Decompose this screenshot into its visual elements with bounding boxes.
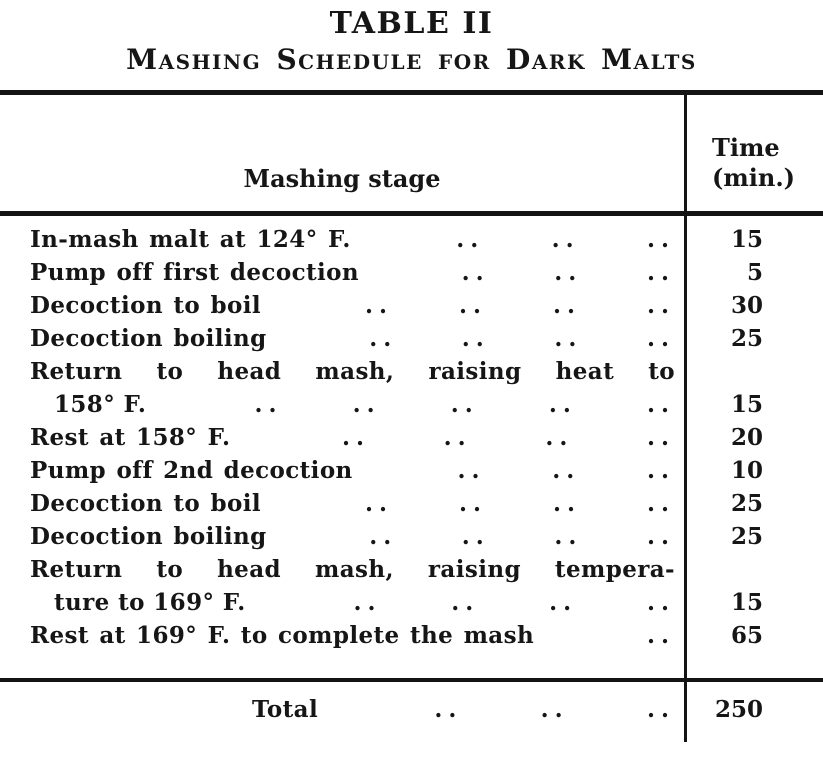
time-value: 15 — [730, 226, 763, 253]
time-value: 65 — [730, 622, 763, 649]
stage-label: Rest at 158° F. — [30, 424, 231, 451]
dot-leaders: ...... — [457, 457, 675, 484]
total-rule — [0, 678, 823, 682]
time-value: 5 — [746, 259, 763, 286]
table-row: Return to head mash, raising tempera- tu… — [0, 553, 823, 619]
stage-label: Decoction boiling — [30, 523, 267, 550]
stage-label: Decoction to boil — [30, 490, 262, 517]
dot-leaders: ........ — [365, 490, 675, 517]
time-value: 25 — [730, 523, 763, 550]
column-header-stage: Mashing stage — [243, 164, 441, 193]
table-row: Decoction boiling ........ 25 — [0, 520, 823, 553]
stage-label-line1: Return to head mash, raising tempera- — [30, 556, 675, 583]
table-row: Rest at 158° F. ........ 20 — [0, 421, 823, 454]
header-rule — [0, 211, 823, 216]
stage-label-line2: 158° F. — [54, 391, 147, 418]
time-value: 30 — [730, 292, 763, 319]
total-label: Total — [252, 696, 319, 723]
total-row: Total ...... 250 — [0, 693, 823, 726]
table-row: Rest at 169° F. to complete the mash .. … — [0, 619, 823, 652]
stage-label: In-mash malt at 124° F. — [30, 226, 351, 253]
stage-label: Pump off first decoction — [30, 259, 359, 286]
dot-leaders: ........ — [369, 523, 675, 550]
table-header-row: Mashing stage Time (min.) — [0, 95, 823, 211]
stage-label: Decoction to boil — [30, 292, 262, 319]
table-row: Return to head mash, raising heat to 158… — [0, 355, 823, 421]
time-value: 15 — [730, 391, 763, 418]
stage-label: Pump off 2nd decoction — [30, 457, 353, 484]
dot-leaders: ...... — [434, 696, 675, 723]
time-value: 25 — [730, 490, 763, 517]
time-header-line1: Time — [712, 133, 780, 162]
dot-leaders: ........ — [365, 292, 675, 319]
stage-label-line2: ture to 169° F. — [54, 589, 246, 616]
table-row: Decoction to boil ........ 25 — [0, 487, 823, 520]
dot-leaders: ...... — [461, 259, 675, 286]
stage-label: Decoction boiling — [30, 325, 267, 352]
mashing-schedule-table: Mashing stage Time (min.) In-mash malt a… — [0, 90, 823, 742]
dot-leaders: ........ — [353, 589, 675, 616]
column-header-time: Time (min.) — [684, 133, 823, 193]
time-header-line2: (min.) — [712, 163, 796, 192]
total-time-value: 250 — [714, 696, 763, 723]
time-value: 20 — [730, 424, 763, 451]
table-body: In-mash malt at 124° F. ...... 15 Pump o… — [0, 216, 823, 652]
top-rule — [0, 90, 823, 95]
time-value: 10 — [730, 457, 763, 484]
dot-leaders: .. — [646, 622, 675, 649]
column-divider — [684, 90, 687, 742]
table-row: Decoction boiling ........ 25 — [0, 322, 823, 355]
stage-label: Rest at 169° F. to complete the mash — [30, 622, 535, 649]
time-value: 15 — [730, 589, 763, 616]
dot-leaders: .......... — [254, 391, 675, 418]
table-row: Pump off 2nd decoction ...... 10 — [0, 454, 823, 487]
table-title: TABLE II — [329, 6, 494, 41]
dot-leaders: ........ — [369, 325, 675, 352]
table-row: In-mash malt at 124° F. ...... 15 — [0, 223, 823, 256]
time-value: 25 — [730, 325, 763, 352]
table-row: Pump off first decoction ...... 5 — [0, 256, 823, 289]
dot-leaders: ...... — [456, 226, 675, 253]
dot-leaders: ........ — [342, 424, 675, 451]
table-subtitle: Mashing Schedule for Dark Malts — [126, 43, 697, 76]
stage-label-line1: Return to head mash, raising heat to — [30, 358, 675, 385]
table-row: Decoction to boil ........ 30 — [0, 289, 823, 322]
